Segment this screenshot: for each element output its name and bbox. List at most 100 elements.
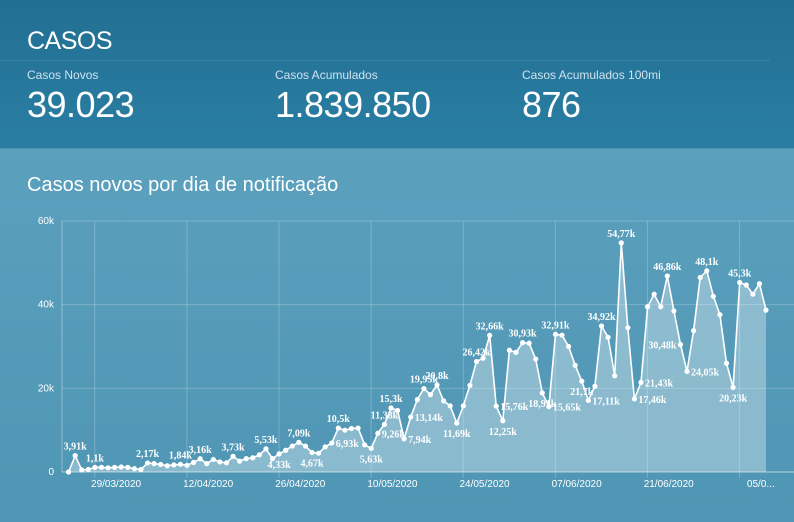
data-point[interactable]	[342, 427, 348, 433]
data-point[interactable]	[552, 331, 559, 337]
data-point[interactable]	[493, 403, 499, 409]
data-point[interactable]	[651, 291, 657, 297]
data-point[interactable]	[322, 444, 328, 450]
data-point[interactable]	[388, 405, 394, 411]
data-point[interactable]	[664, 273, 670, 279]
data-point[interactable]	[500, 418, 506, 424]
data-point[interactable]	[289, 443, 295, 449]
data-point[interactable]	[362, 442, 368, 448]
data-point[interactable]	[118, 464, 124, 470]
data-point[interactable]	[644, 304, 651, 310]
data-point[interactable]	[79, 467, 85, 473]
data-point[interactable]	[394, 407, 401, 414]
data-point[interactable]	[302, 443, 309, 449]
data-point[interactable]	[730, 384, 736, 390]
data-point[interactable]	[217, 459, 223, 465]
data-point[interactable]	[710, 293, 716, 299]
data-point[interactable]	[743, 282, 749, 288]
data-point[interactable]	[85, 466, 91, 473]
data-point[interactable]	[335, 425, 341, 431]
data-point[interactable]	[723, 360, 730, 366]
data-point[interactable]	[506, 347, 513, 353]
data-point[interactable]	[684, 368, 690, 374]
data-point[interactable]	[427, 392, 434, 398]
data-point[interactable]	[65, 469, 72, 475]
data-point[interactable]	[381, 421, 387, 427]
data-point[interactable]	[539, 390, 545, 396]
data-point[interactable]	[671, 308, 677, 314]
data-point[interactable]	[697, 274, 703, 281]
data-point[interactable]	[717, 312, 723, 318]
data-point[interactable]	[533, 356, 539, 362]
data-point[interactable]	[263, 446, 269, 452]
data-point[interactable]	[355, 425, 361, 431]
data-point[interactable]	[519, 340, 526, 346]
data-point[interactable]	[454, 420, 460, 426]
data-point[interactable]	[677, 341, 684, 348]
data-point[interactable]	[243, 456, 249, 462]
data-point[interactable]	[441, 398, 447, 404]
data-point[interactable]	[296, 439, 302, 445]
data-point[interactable]	[204, 461, 210, 467]
data-point[interactable]	[631, 396, 638, 402]
data-point[interactable]	[460, 403, 466, 409]
data-point[interactable]	[105, 465, 111, 471]
data-point[interactable]	[210, 456, 216, 463]
data-point[interactable]	[256, 452, 262, 458]
data-point[interactable]	[309, 449, 315, 456]
data-point[interactable]	[414, 397, 420, 403]
data-point[interactable]	[164, 463, 170, 469]
data-point[interactable]	[612, 373, 618, 379]
data-point[interactable]	[151, 461, 157, 467]
data-point[interactable]	[592, 383, 598, 389]
data-point[interactable]	[566, 343, 572, 350]
data-point[interactable]	[329, 440, 335, 446]
data-point[interactable]	[184, 462, 190, 468]
data-point[interactable]	[72, 453, 78, 459]
data-point[interactable]	[283, 447, 289, 453]
data-point[interactable]	[197, 456, 203, 462]
data-point[interactable]	[704, 268, 710, 274]
data-point[interactable]	[158, 461, 164, 468]
data-point[interactable]	[223, 460, 230, 466]
data-point[interactable]	[112, 464, 118, 470]
data-point[interactable]	[658, 304, 664, 310]
data-point[interactable]	[269, 456, 276, 462]
data-point[interactable]	[546, 403, 552, 410]
data-point[interactable]	[618, 240, 624, 246]
data-point[interactable]	[421, 385, 427, 392]
data-point[interactable]	[125, 464, 131, 470]
data-point[interactable]	[131, 466, 137, 472]
data-point[interactable]	[585, 397, 591, 404]
data-point[interactable]	[467, 382, 473, 389]
data-point[interactable]	[638, 379, 644, 385]
data-point[interactable]	[559, 332, 565, 338]
data-point[interactable]	[473, 358, 480, 365]
data-point[interactable]	[447, 403, 453, 409]
data-point[interactable]	[605, 334, 611, 340]
data-point[interactable]	[763, 307, 769, 313]
data-point[interactable]	[375, 430, 381, 436]
data-point[interactable]	[434, 382, 440, 388]
data-point[interactable]	[230, 453, 236, 459]
data-point[interactable]	[171, 462, 177, 468]
data-point[interactable]	[625, 325, 631, 331]
data-point[interactable]	[138, 466, 144, 473]
data-point[interactable]	[177, 461, 184, 467]
data-point[interactable]	[691, 328, 697, 334]
data-point[interactable]	[98, 464, 105, 470]
data-point[interactable]	[526, 340, 532, 346]
data-point[interactable]	[750, 291, 756, 297]
data-point[interactable]	[598, 323, 605, 329]
data-point[interactable]	[480, 355, 486, 361]
data-point[interactable]	[737, 279, 743, 286]
data-point[interactable]	[190, 459, 197, 465]
data-point[interactable]	[408, 414, 414, 420]
data-point[interactable]	[572, 362, 578, 368]
data-point[interactable]	[348, 425, 355, 432]
data-point[interactable]	[315, 450, 322, 456]
data-point[interactable]	[237, 458, 243, 464]
data-point[interactable]	[368, 445, 374, 452]
data-point[interactable]	[250, 455, 256, 461]
data-point[interactable]	[487, 332, 493, 338]
